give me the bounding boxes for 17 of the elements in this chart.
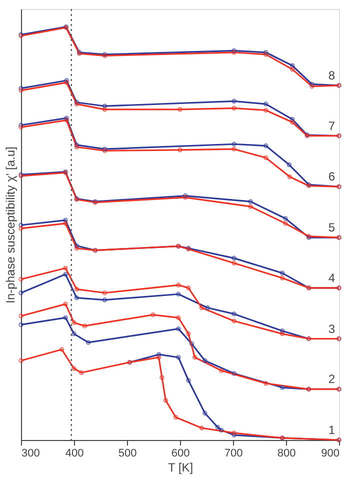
annotation: 1 — [328, 423, 336, 437]
annotation: 2 — [328, 372, 336, 386]
x-tick-label: 800 — [277, 448, 296, 460]
x-tick-label: 300 — [22, 448, 40, 460]
x-tick-label: 700 — [224, 448, 243, 460]
x-tick-label: 600 — [171, 448, 190, 460]
x-tick-label: 500 — [118, 448, 137, 460]
annotation: 6 — [328, 170, 336, 184]
annotation: 3 — [328, 322, 336, 336]
annotation: 8 — [328, 68, 336, 82]
annotation: 7 — [328, 118, 336, 133]
y-axis-title: In-phase susceptibility χ' [a.u] — [4, 146, 18, 304]
x-axis-title: T [K] — [168, 460, 194, 474]
annotation: 4 — [328, 270, 336, 285]
annotation: 5 — [328, 220, 336, 235]
x-tick-label: 900 — [321, 448, 340, 460]
x-tick-label: 400 — [65, 448, 84, 460]
